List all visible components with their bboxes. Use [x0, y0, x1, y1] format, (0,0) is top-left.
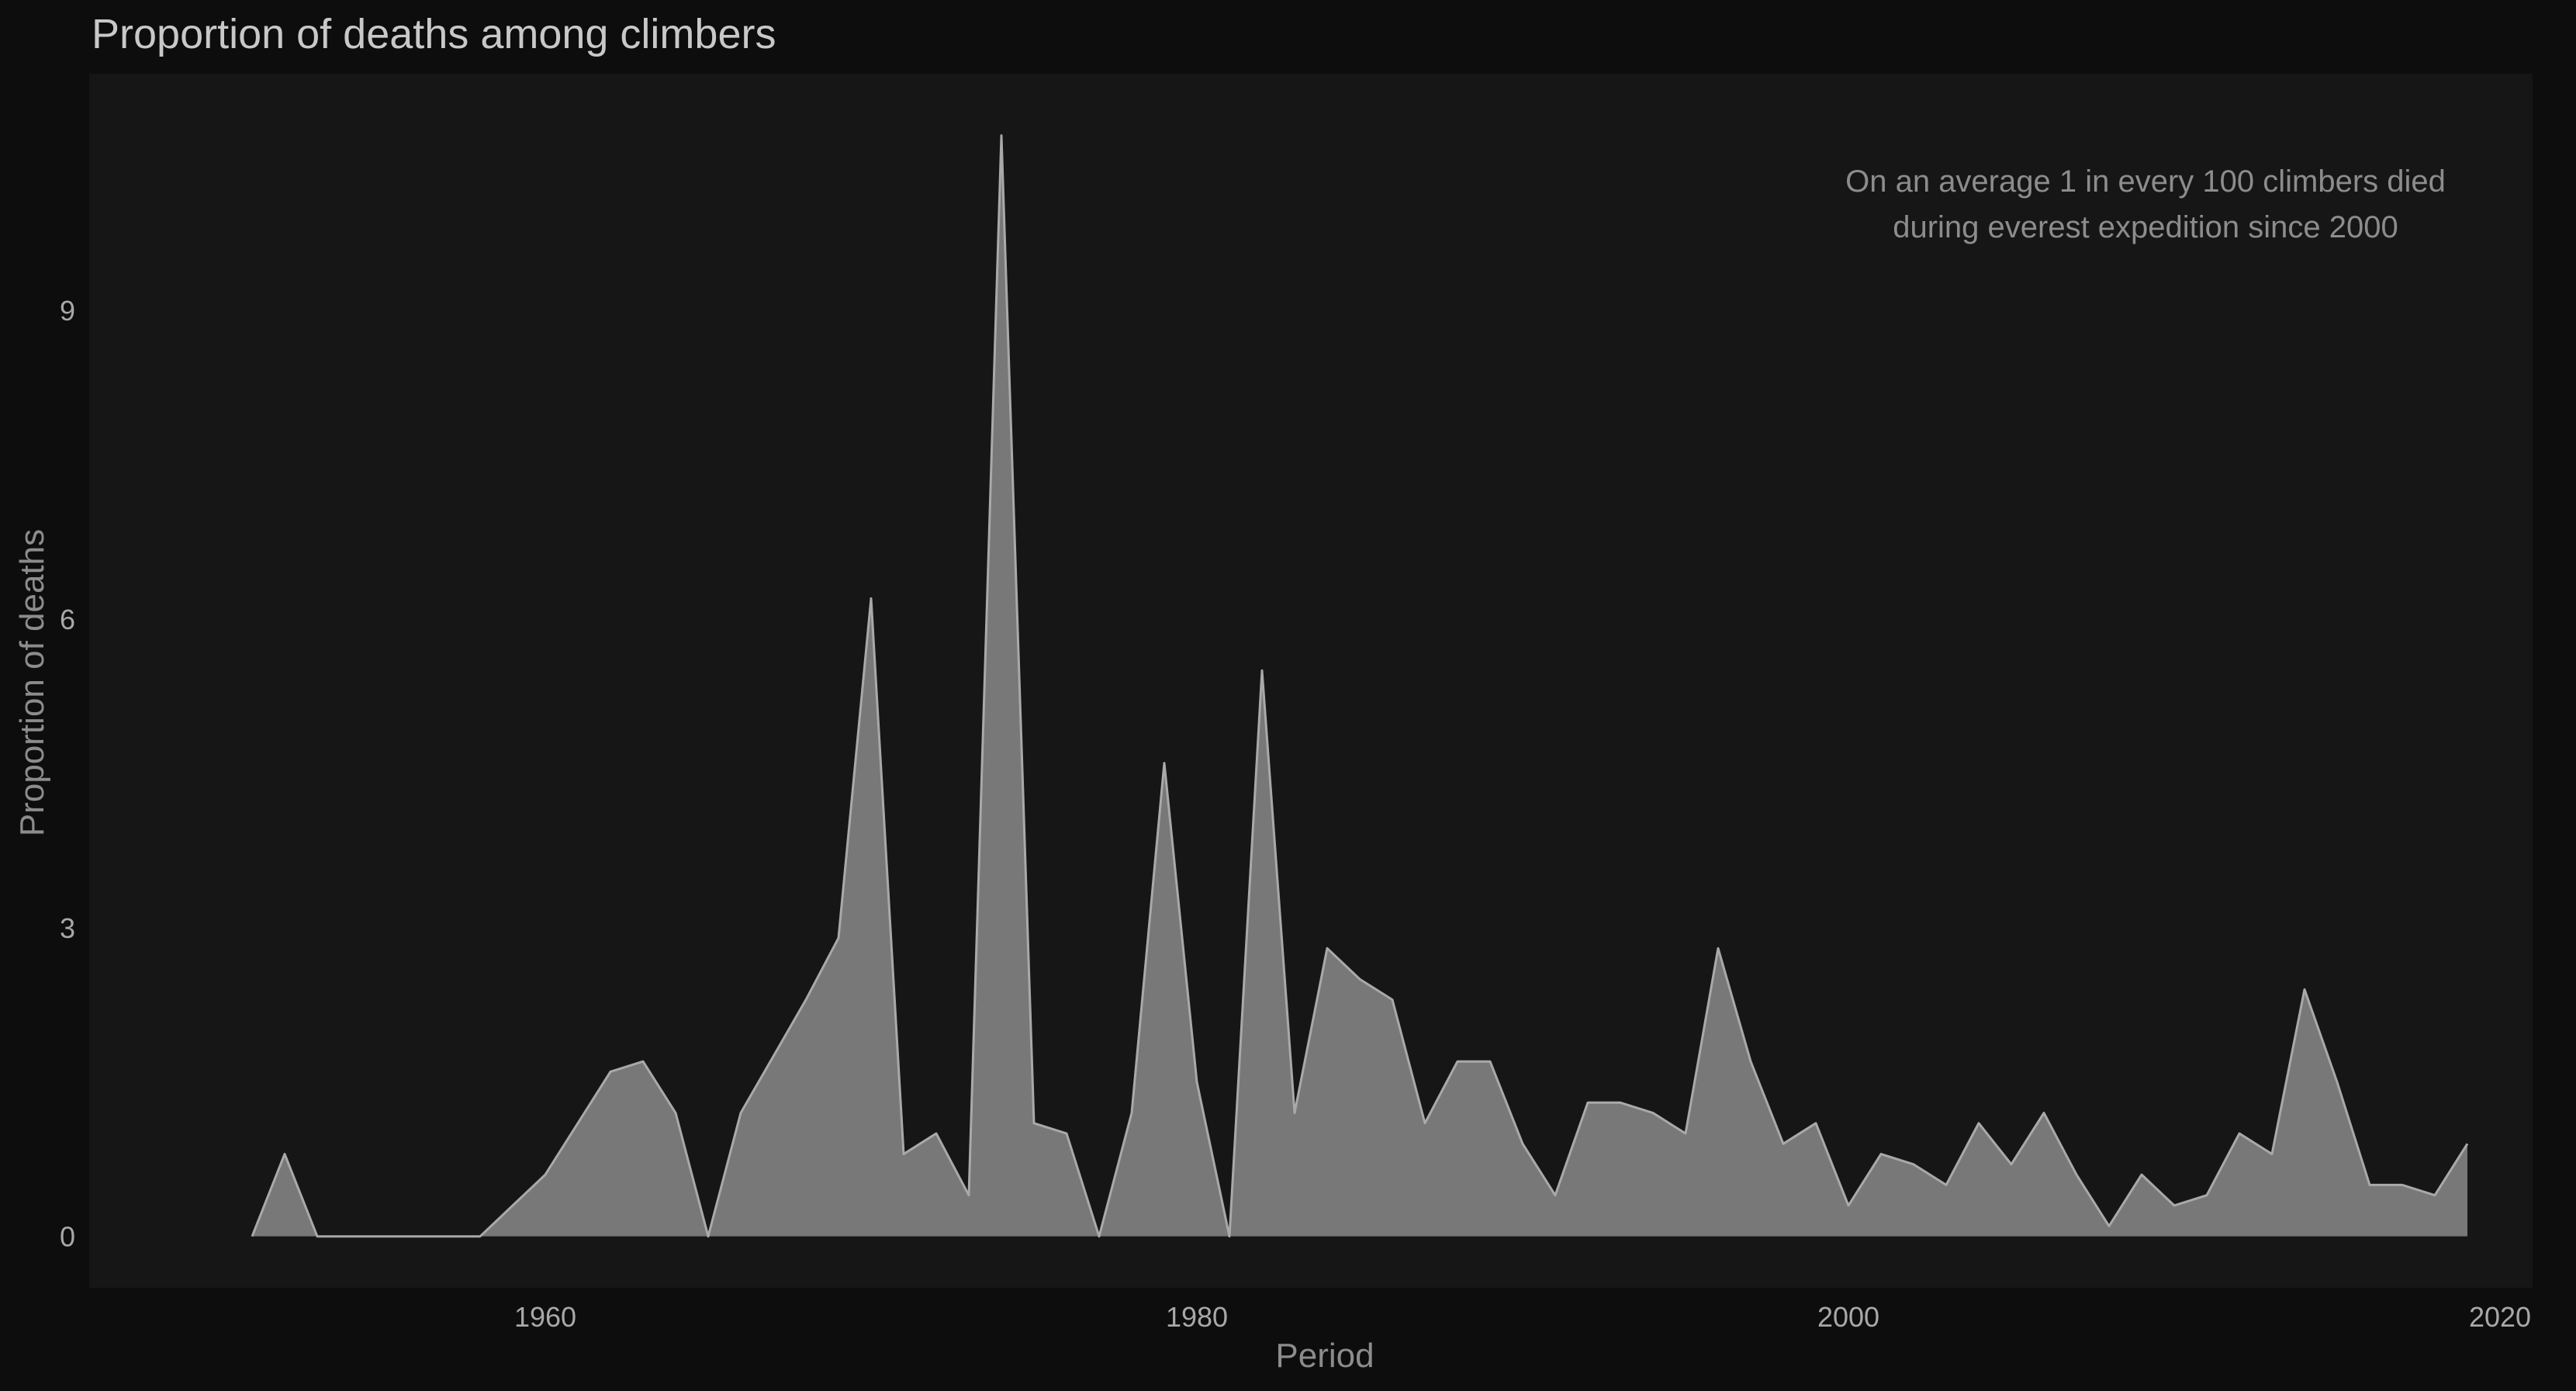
- y-axis-ticks: 0 3 6 9: [60, 295, 75, 1253]
- y-axis-label: Proportion of deaths: [13, 529, 51, 836]
- x-tick-label: 2000: [1817, 1301, 1879, 1333]
- area-fill: [252, 135, 2467, 1237]
- x-tick-label: 1960: [514, 1301, 576, 1333]
- x-tick-label: 1980: [1166, 1301, 1228, 1333]
- y-tick-label: 6: [60, 604, 75, 635]
- plot-marks: [251, 134, 2469, 1238]
- y-tick-label: 0: [60, 1221, 75, 1253]
- x-axis-label: Period: [1275, 1337, 1374, 1375]
- annotation-line-2: during everest expedition since 2000: [1893, 210, 2398, 244]
- x-tick-label: 2020: [2469, 1301, 2531, 1333]
- y-tick-label: 9: [60, 295, 75, 327]
- series-line: [251, 134, 2469, 1238]
- annotation-line-1: On an average 1 in every 100 climbers di…: [1845, 164, 2446, 199]
- chart-title: Proportion of deaths among climbers: [92, 11, 776, 57]
- y-tick-label: 3: [60, 912, 75, 944]
- x-axis-ticks: 1960 1980 2000 2020: [514, 1301, 2531, 1333]
